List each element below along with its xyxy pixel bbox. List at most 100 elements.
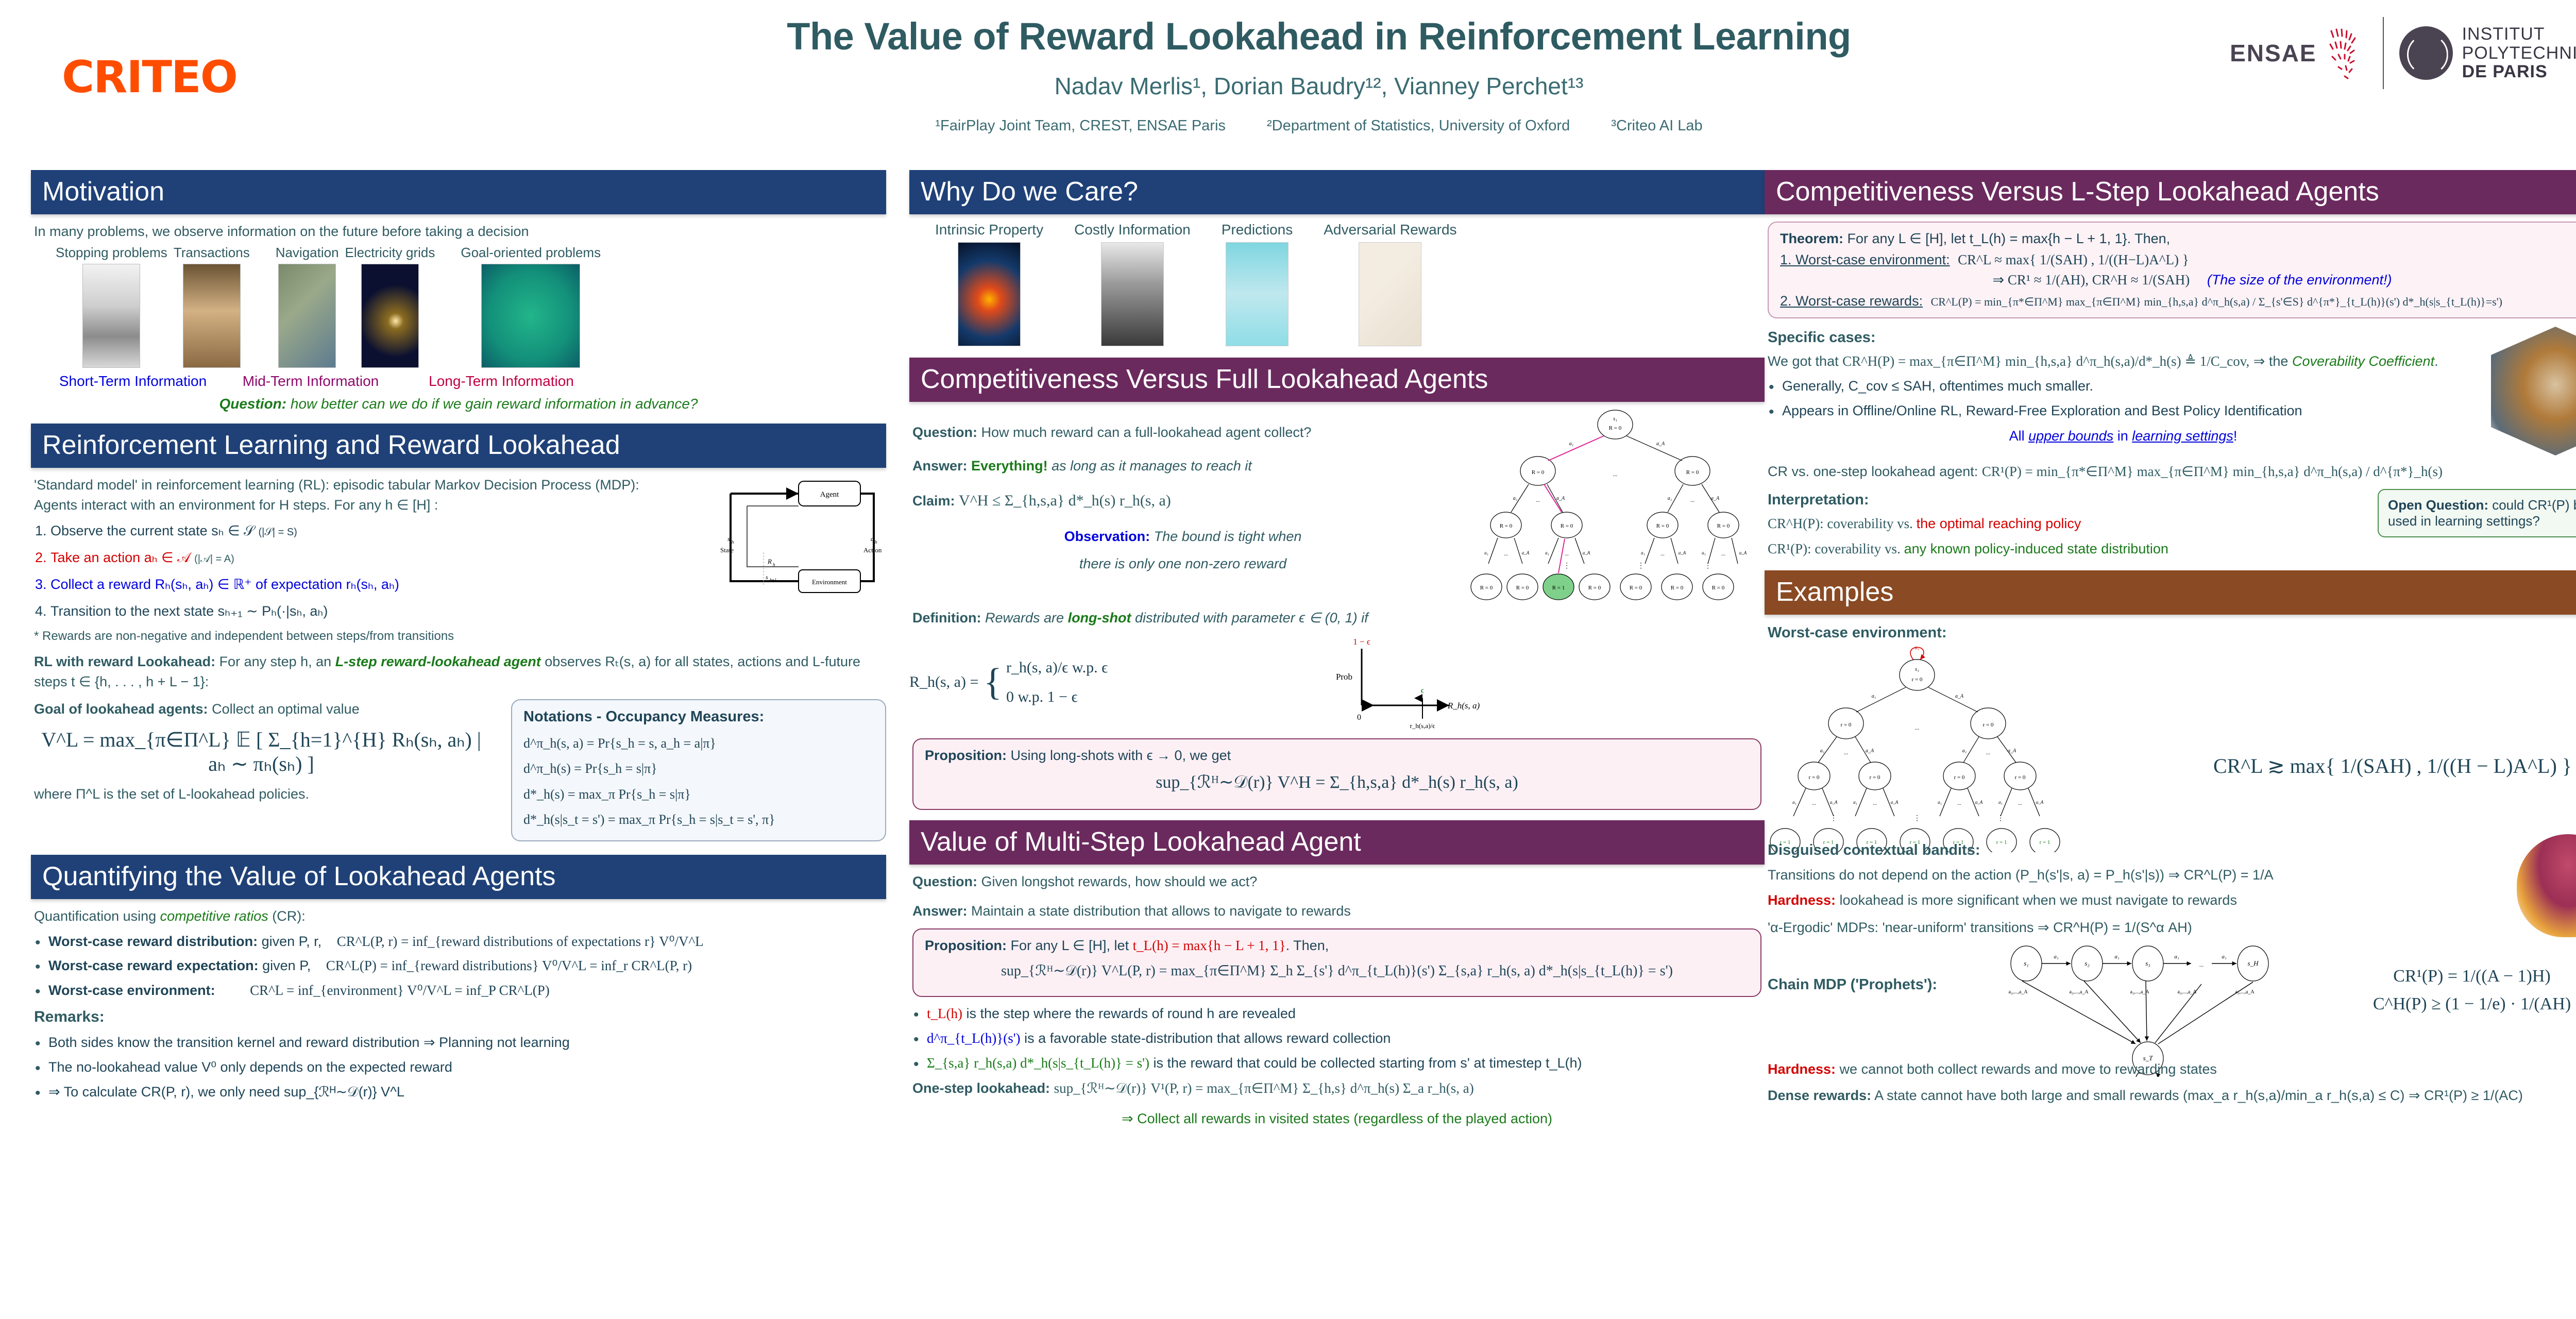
- svg-text:a_A: a_A: [1583, 550, 1590, 555]
- svg-text:a_A: a_A: [1891, 800, 1899, 805]
- svg-text:a₁: a₁: [1569, 441, 1573, 447]
- svg-text:r = 0: r = 0: [1954, 774, 1965, 781]
- svg-text:r = 1: r = 1: [1953, 839, 1964, 845]
- svg-text:a₁: a₁: [1668, 496, 1672, 501]
- motivation-caption-transactions: Transactions: [173, 245, 250, 261]
- svg-text:s_H: s_H: [2248, 959, 2259, 967]
- quantifying-bullet-1: Worst-case reward distribution: given P,…: [35, 932, 886, 954]
- svg-text:s₁: s₁: [2024, 959, 2029, 967]
- motivation-example-goal: Goal-oriented problems: [461, 245, 601, 368]
- ms-one-step-label: One-step lookahead:: [912, 1080, 1050, 1096]
- motivation-caption-goal: Goal-oriented problems: [461, 245, 601, 261]
- long-shot-probability-plot: 1 − ϵ Prob R_h(s, a) 0 ϵ r_h(s,a)/ϵ: [1336, 637, 1480, 730]
- svg-text:a_A: a_A: [1955, 694, 1964, 699]
- goal-where: where Π^L is the set of L-lookahead poli…: [34, 786, 309, 802]
- why-care-caption-adversarial: Adversarial Rewards: [1324, 222, 1457, 238]
- svg-text:s₁: s₁: [1613, 416, 1617, 422]
- ipp-line-1: INSTITUT: [2462, 24, 2545, 44]
- svg-text:r = 0: r = 0: [1912, 677, 1923, 683]
- svg-text:s₂: s₂: [2084, 959, 2090, 967]
- ms-answer: Answer: Maintain a state distribution th…: [909, 901, 1765, 921]
- motivation-question: Question: how better can we do if we gai…: [31, 396, 886, 412]
- svg-text:...: ...: [1957, 801, 1961, 806]
- notations-title: Notations - Occupancy Measures:: [523, 708, 765, 725]
- svg-text:...: ...: [1721, 551, 1725, 557]
- full-lookahead-tree-diagram: s₁ R = 0 R = 0 R = 0 R = 0 R = 0 R = 0 R = …: [1470, 410, 1747, 600]
- remarks-title: Remarks:: [34, 1008, 105, 1025]
- stacked-books-image: [2491, 327, 2576, 455]
- dense-rewards-text: A state cannot have both large and small…: [1871, 1088, 2523, 1104]
- quantifying-bullet-2: Worst-case reward expectation: given P, …: [35, 956, 886, 978]
- svg-text:a_A: a_A: [2036, 800, 2044, 805]
- svg-text:a₁: a₁: [2114, 954, 2120, 960]
- specific-cases-line: We got that CR^H(P) = max_{π∈Π^M} min_{h…: [1768, 353, 2438, 369]
- cr-one-formula: CR¹(P) = min_{π*∈Π^M} max_{π∈Π^M} min_{h…: [1981, 464, 2443, 479]
- rl-lookahead-label: RL with reward Lookahead:: [34, 653, 216, 669]
- interpretation-title: Interpretation:: [1768, 492, 1869, 509]
- quantifying-intro-em: competitive ratios: [160, 908, 268, 924]
- ms-proposition-pre: For any L ∈ [H], let: [1006, 938, 1133, 954]
- all-upper-mid: in: [2113, 428, 2132, 444]
- rl-step-3: Collect a reward Rₕ(sₕ, aₕ) ∈ ℝ⁺ of expe…: [50, 574, 707, 596]
- motivation-example-stopping: Stopping problems: [56, 245, 167, 368]
- ms-conclusion: ⇒ Collect all rewards in visited states …: [1122, 1110, 1552, 1126]
- fl-answer: Answer: Everything! as long as it manage…: [909, 456, 1456, 476]
- ipp-mark-icon: [2399, 26, 2453, 80]
- motivation-caption-electricity: Electricity grids: [345, 245, 435, 261]
- goal-line: Goal of lookahead agents: Collect an opt…: [31, 699, 492, 719]
- diagram-reward-sym: R: [767, 557, 772, 565]
- svg-text:...: ...: [1660, 551, 1665, 557]
- svg-text:h: h: [875, 539, 877, 545]
- ms-bullet-2-sym: d^π_{t_L(h)}(s'): [927, 1030, 1021, 1046]
- svg-text:h: h: [773, 562, 775, 567]
- svg-text:a_A: a_A: [1656, 441, 1665, 447]
- theorem-item-1-note: (The size of the environment!): [2207, 272, 2392, 288]
- fortune-teller-image: [1225, 242, 1289, 346]
- motivation-caption-stopping: Stopping problems: [56, 245, 167, 261]
- notations-box: Notations - Occupancy Measures: d^π_h(s,…: [511, 699, 886, 842]
- goal-label: Goal of lookahead agents:: [34, 701, 208, 717]
- hardness-2-label: Hardness:: [1768, 1061, 1836, 1077]
- svg-text:a₁: a₁: [2222, 954, 2227, 960]
- cr-one-step-line: CR vs. one-step lookahead agent: CR¹(P) …: [1765, 462, 2576, 482]
- svg-text:a₁: a₁: [1998, 800, 2003, 805]
- motivation-example-electricity: Electricity grids: [345, 245, 435, 368]
- agent-environment-diagram: Agent Environment s h State a h Action R…: [720, 481, 882, 594]
- specific-bullet-2: Appears in Offline/Online RL, Reward-Fre…: [1769, 401, 2482, 423]
- auction-hall-image: [182, 264, 241, 368]
- svg-text:a₁: a₁: [1484, 550, 1488, 555]
- ms-bullet-3-text: is the reward that could be collected st…: [1149, 1055, 1582, 1071]
- ms-one-step: One-step lookahead: sup_{ℛᴴ∼𝒟(r)} V¹(P, …: [909, 1078, 1765, 1098]
- rl-step-3-text: Collect a reward Rₕ(sₕ, aₕ) ∈ ℝ⁺ of expe…: [50, 577, 399, 593]
- open-question-label: Open Question:: [2388, 497, 2488, 513]
- svg-text:a₁: a₁: [1545, 550, 1549, 555]
- svg-text:a₁: a₁: [1872, 694, 1876, 699]
- column-right: Competitiveness Versus L-Step Lookahead …: [1765, 170, 2576, 1106]
- def-formula-lhs: R_h(s, a) =: [909, 673, 979, 691]
- affiliation-1: ¹FairPlay Joint Team, CREST, ENSAE Paris: [935, 117, 1226, 134]
- why-care-item-intrinsic: Intrinsic Property: [935, 222, 1043, 346]
- svg-text:r = 1: r = 1: [1867, 839, 1877, 845]
- svg-text:r = 0: r = 0: [1841, 722, 1852, 728]
- fl-answer-em: Everything!: [971, 458, 1048, 474]
- section-header-why-care: Why Do we Care?: [909, 170, 1765, 214]
- svg-text:a₂,...,a_A: a₂,...,a_A: [2008, 989, 2028, 995]
- ms-proposition-formula: sup_{ℛᴴ∼𝒟(r)} V^L(P, r) = max_{π∈Π^M} Σ_…: [1001, 963, 1673, 979]
- interp-1-pre: CR^H(P): coverability vs.: [1768, 516, 1917, 532]
- theorem-item-2-formula: CR^L(P) = min_{π*∈Π^M} max_{π∈Π^M} min_{…: [1930, 295, 2502, 308]
- rl-step-1-text: Observe the current state sₕ ∈ 𝒮: [50, 523, 255, 539]
- dense-rewards-label: Dense rewards:: [1768, 1088, 1872, 1104]
- fl-observation-2: there is only one non-zero reward: [909, 554, 1456, 574]
- ms-proposition-red: t_L(h) = max{h − L + 1, 1}: [1132, 938, 1286, 954]
- quantifying-bullet-3-formula: CR^L = inf_{environment} V⁰/V^L = inf_P …: [250, 983, 550, 999]
- fl-observation-label: Observation:: [1064, 528, 1150, 544]
- quantifying-bullet-2-formula: CR^L(P) = inf_{reward distributions} V⁰/…: [326, 958, 692, 974]
- svg-text:h: h: [732, 539, 734, 545]
- rl-intro-line-1: 'Standard model' in reinforcement learni…: [34, 477, 639, 493]
- motivation-question-text: how better can we do if we gain reward i…: [286, 396, 698, 412]
- goal-formula: V^L = max_{π∈Π^L} 𝔼 [ Σ_{h=1}^{H} Rₕ(sₕ,…: [41, 728, 481, 776]
- specific-formula: CR^H(P) = max_{π∈Π^M} min_{h,s,a} d^π_h(…: [1842, 353, 2250, 369]
- section-header-l-step: Competitiveness Versus L-Step Lookahead …: [1765, 170, 2576, 214]
- hardness-1-label: Hardness:: [1768, 892, 1836, 908]
- ms-bullet-1-text: is the step where the rewards of round h…: [962, 1006, 1296, 1022]
